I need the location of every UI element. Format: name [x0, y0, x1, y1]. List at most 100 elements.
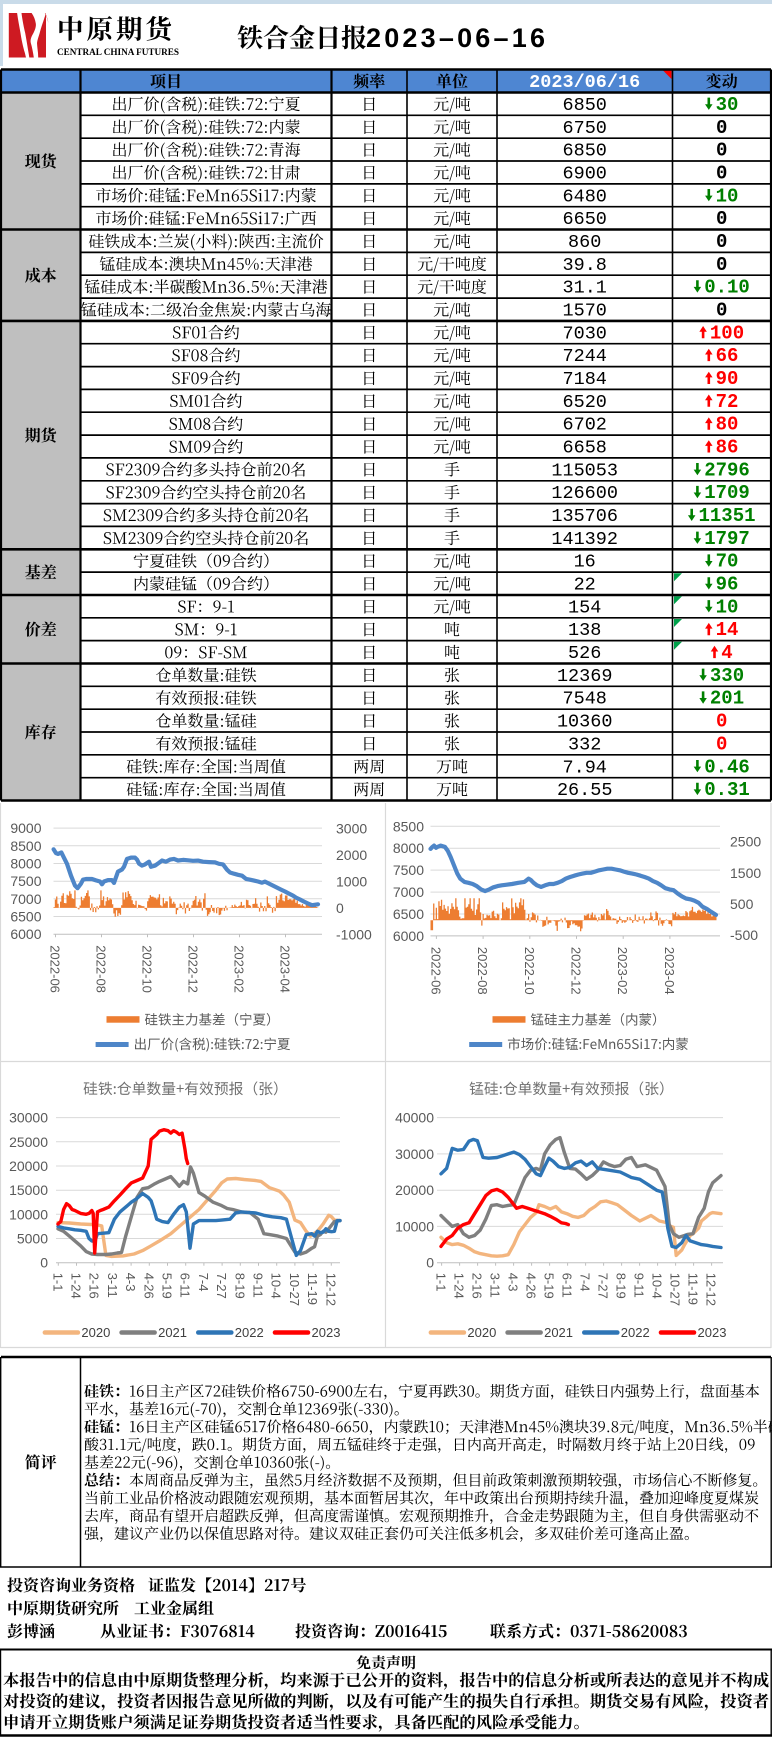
svg-text:4-26: 4-26: [141, 1273, 156, 1299]
svg-text:0: 0: [716, 140, 727, 162]
svg-text:0: 0: [716, 208, 727, 230]
svg-text:-1000: -1000: [336, 926, 372, 942]
svg-text:0: 0: [716, 162, 727, 184]
svg-text:31.1: 31.1: [562, 278, 606, 299]
svg-text:12-12: 12-12: [704, 1273, 719, 1306]
svg-text:2021: 2021: [544, 1325, 573, 1340]
svg-text:6850: 6850: [562, 141, 606, 162]
svg-text:141392: 141392: [551, 529, 618, 550]
svg-text:2022-08: 2022-08: [94, 945, 109, 993]
svg-text:7.94: 7.94: [562, 757, 606, 778]
svg-text:6520: 6520: [562, 392, 606, 413]
svg-text:7244: 7244: [562, 346, 606, 367]
svg-text:2022-06: 2022-06: [428, 947, 443, 995]
svg-text:5-19: 5-19: [542, 1273, 557, 1299]
svg-text:7-4: 7-4: [578, 1273, 593, 1292]
svg-text:8000: 8000: [393, 840, 424, 856]
svg-text:-500: -500: [730, 927, 758, 943]
svg-text:115053: 115053: [551, 460, 618, 481]
svg-text:2023-04: 2023-04: [662, 947, 677, 995]
svg-text:8500: 8500: [393, 818, 424, 834]
svg-text:6000: 6000: [10, 926, 41, 942]
svg-text:1-24: 1-24: [452, 1273, 467, 1299]
svg-text:7000: 7000: [10, 891, 41, 907]
svg-text:30000: 30000: [395, 1146, 434, 1162]
svg-text:1500: 1500: [730, 865, 761, 881]
svg-text:2-16: 2-16: [470, 1273, 485, 1299]
svg-text:2022: 2022: [235, 1325, 264, 1340]
svg-text:860: 860: [568, 232, 601, 253]
svg-text:0: 0: [426, 1255, 434, 1271]
svg-text:2020: 2020: [467, 1325, 496, 1340]
svg-text:6-11: 6-11: [178, 1273, 193, 1298]
svg-text:6-11: 6-11: [560, 1273, 575, 1298]
svg-text:7-27: 7-27: [596, 1273, 611, 1299]
svg-text:96: 96: [716, 574, 739, 596]
svg-text:3000: 3000: [336, 820, 367, 836]
svg-text:40000: 40000: [395, 1110, 434, 1126]
svg-text:0: 0: [716, 117, 727, 139]
svg-text:7500: 7500: [10, 873, 41, 889]
svg-text:2022: 2022: [621, 1325, 650, 1340]
svg-text:0.31: 0.31: [704, 779, 750, 801]
svg-text:2023-02: 2023-02: [232, 945, 247, 993]
svg-text:2000: 2000: [336, 847, 367, 863]
svg-text:20000: 20000: [395, 1182, 434, 1198]
svg-text:4-3: 4-3: [506, 1273, 521, 1292]
svg-text:2022-10: 2022-10: [522, 947, 537, 995]
svg-text:0: 0: [716, 231, 727, 253]
svg-text:16: 16: [574, 552, 596, 573]
svg-text:7184: 7184: [562, 369, 606, 390]
svg-text:100: 100: [710, 322, 744, 344]
svg-text:1709: 1709: [704, 482, 750, 504]
svg-text:5-19: 5-19: [160, 1273, 175, 1299]
svg-text:135706: 135706: [551, 506, 618, 527]
svg-text:8000: 8000: [10, 856, 41, 872]
svg-text:7030: 7030: [562, 323, 606, 344]
svg-text:3-11: 3-11: [105, 1273, 120, 1298]
svg-text:2022-06: 2022-06: [48, 945, 63, 993]
svg-text:2021: 2021: [158, 1325, 187, 1340]
svg-text:330: 330: [710, 665, 744, 687]
svg-text:2023/06/16: 2023/06/16: [529, 72, 640, 93]
svg-text:1570: 1570: [562, 301, 606, 322]
svg-text:10360: 10360: [557, 712, 613, 733]
svg-text:6658: 6658: [562, 438, 606, 459]
svg-text:0: 0: [716, 733, 727, 755]
svg-text:11351: 11351: [699, 505, 756, 527]
svg-text:0.46: 0.46: [704, 756, 750, 778]
svg-text:6850: 6850: [562, 95, 606, 116]
svg-text:1000: 1000: [336, 873, 367, 889]
svg-text:0: 0: [40, 1255, 48, 1271]
svg-text:526: 526: [568, 643, 601, 664]
svg-text:2023-04: 2023-04: [278, 945, 293, 993]
svg-text:201: 201: [710, 688, 744, 710]
svg-text:6500: 6500: [393, 906, 424, 922]
svg-text:7548: 7548: [562, 689, 606, 710]
svg-text:66: 66: [716, 345, 739, 367]
svg-text:2023-02: 2023-02: [615, 947, 630, 995]
svg-text:2022-08: 2022-08: [475, 947, 490, 995]
svg-text:2020: 2020: [81, 1325, 110, 1340]
svg-text:1-24: 1-24: [69, 1273, 84, 1299]
svg-text:10-4: 10-4: [269, 1273, 284, 1299]
svg-text:138: 138: [568, 620, 601, 641]
svg-text:86: 86: [716, 437, 739, 459]
svg-text:30: 30: [716, 94, 739, 116]
svg-text:3-11: 3-11: [488, 1273, 503, 1298]
svg-text:8500: 8500: [10, 838, 41, 854]
svg-text:1-1: 1-1: [50, 1273, 65, 1292]
svg-text:2500: 2500: [730, 834, 761, 850]
svg-text:5000: 5000: [17, 1231, 48, 1247]
svg-text:10: 10: [716, 185, 739, 207]
svg-text:90: 90: [716, 368, 739, 390]
svg-text:500: 500: [730, 896, 754, 912]
svg-text:6900: 6900: [562, 163, 606, 184]
svg-text:126600: 126600: [551, 483, 618, 504]
svg-text:10-27: 10-27: [668, 1273, 683, 1306]
svg-text:1797: 1797: [704, 528, 750, 550]
svg-text:80: 80: [716, 414, 739, 436]
svg-text:70: 70: [716, 551, 739, 573]
svg-text:8-19: 8-19: [232, 1273, 247, 1299]
svg-text:10-4: 10-4: [650, 1273, 665, 1299]
